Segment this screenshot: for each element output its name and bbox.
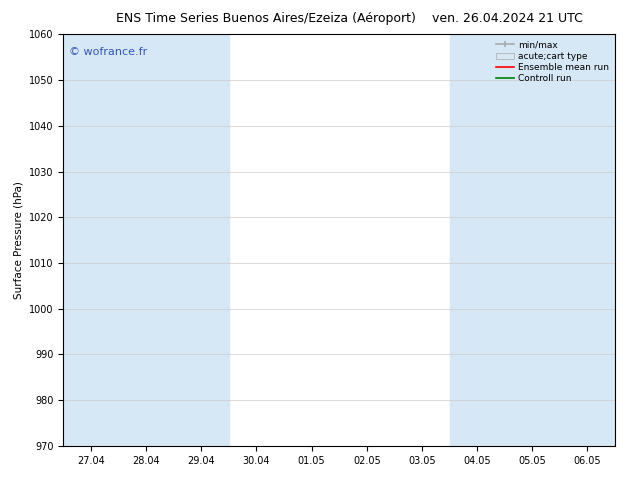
Bar (560, 34, 615, 446)
Bar (450, 34, 560, 446)
Text: ENS Time Series Buenos Aires/Ezeiza (Aéroport): ENS Time Series Buenos Aires/Ezeiza (Aér… (117, 12, 416, 25)
Text: © wofrance.fr: © wofrance.fr (69, 47, 147, 57)
Legend: min/max, acute;cart type, Ensemble mean run, Controll run: min/max, acute;cart type, Ensemble mean … (494, 39, 611, 85)
Y-axis label: Surface Pressure (hPa): Surface Pressure (hPa) (13, 181, 23, 299)
Text: ven. 26.04.2024 21 UTC: ven. 26.04.2024 21 UTC (432, 12, 583, 25)
Bar (63, 34, 229, 446)
